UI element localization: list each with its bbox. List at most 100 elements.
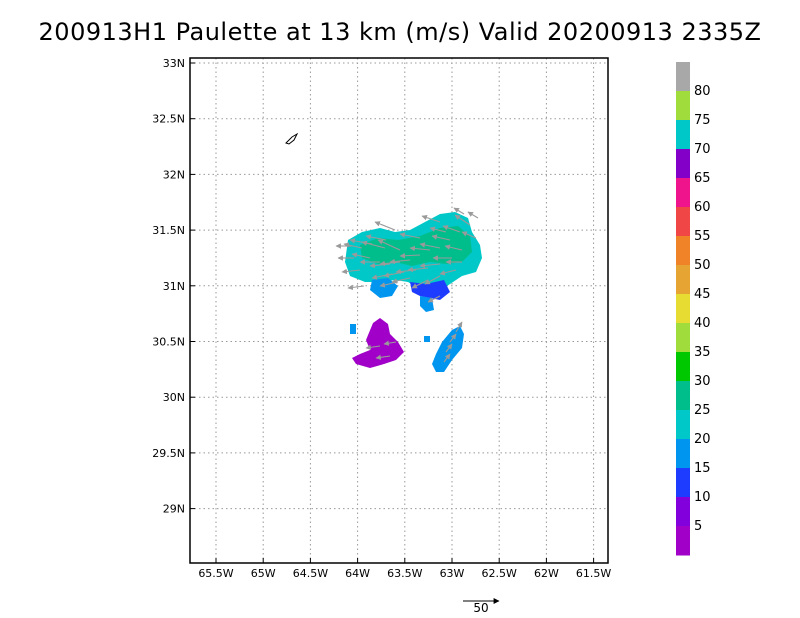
lat-tick-label: 30N [163,391,185,404]
colorbar-swatch [676,468,690,498]
lon-tick-label: 64W [345,567,370,580]
colorbar-label: 25 [694,403,711,418]
wind-vector [389,258,411,265]
colorbar-label: 45 [694,287,711,302]
map-title: 200913H1 Paulette at 13 km (m/s) Valid 2… [38,18,762,46]
wind-speed-shading [345,212,482,372]
wind-vector [455,321,463,333]
colorbar-label: 75 [694,113,711,128]
lat-tick-label: 33N [163,57,185,70]
wind-vector [427,295,441,303]
wind-vector [383,340,397,346]
reference-vector: 50 [463,598,500,615]
wind-vector [351,252,371,259]
colorbar-label: 80 [694,84,711,99]
wind-vector [421,214,441,223]
colorbar-swatch [676,323,690,353]
wind-vectors [335,207,479,363]
lon-tick-label: 65.5W [198,567,233,580]
wind-vector [377,239,401,251]
wind-vector [369,262,391,269]
wind-vector [347,284,365,291]
colorbar-label: 20 [694,432,711,447]
wind-vector [419,242,441,249]
colorbar-label: 60 [694,200,711,215]
colorbar-swatch [676,62,690,92]
colorbar-label: 35 [694,345,711,360]
colorbar-label: 5 [694,519,702,534]
colorbar-swatch [676,149,690,179]
wind-vector [431,234,451,241]
wind-vector [343,242,363,249]
lat-tick-label: 31.5N [152,224,185,237]
wind-vector [391,277,411,284]
colorbar-swatch [676,439,690,469]
lon-tick-label: 64.5W [293,567,328,580]
wind-vector [365,344,381,351]
colorbar-swatch [676,497,690,527]
wind-vector [424,275,441,285]
wind-vector [407,266,429,273]
colorbar-swatch [676,120,690,150]
colorbar-label: 55 [694,229,711,244]
colorbar-label: 30 [694,374,711,389]
wind-vector [365,234,387,241]
wind-vector [399,253,421,259]
wind-speed-region [350,324,356,334]
longitude-tick-labels: 65.5W 65W 64.5W 64W 63.5W 63W 62.5W 62W 61.5W [198,567,611,580]
wind-speed-region [420,296,434,312]
colorbar-swatch [676,236,690,266]
wind-speed-region [424,336,430,342]
wind-speed-region [370,278,398,298]
wind-vector [467,211,479,219]
lon-tick-label: 62.5W [482,567,517,580]
colorbar-swatch [676,294,690,324]
wind-speed-region [360,226,472,266]
colorbar-label: 50 [694,258,711,273]
colorbar-swatch [676,410,690,440]
reference-vector-label: 50 [473,601,488,615]
colorbar-swatch [676,91,690,121]
wind-vector [379,281,399,288]
wind-vector [461,231,477,239]
colorbar: 80 75 70 65 60 55 50 45 40 35 30 25 20 15 10 5 [676,62,711,556]
lon-tick-label: 62W [534,567,559,580]
lat-tick-label: 29N [163,503,185,516]
lat-tick-label: 32.5N [152,113,185,126]
graticule [190,58,608,563]
bermuda-island [285,132,299,145]
wind-vector [375,354,391,361]
wind-vector [379,260,401,267]
wind-vector [442,225,461,233]
wind-vector [349,238,373,245]
colorbar-label: 10 [694,490,711,505]
wind-vector [429,226,447,233]
wind-vector [449,333,457,343]
wind-vector [445,343,453,353]
wind-vector [454,214,471,226]
map-frame [189,57,609,564]
lat-tick-label: 32N [163,168,185,181]
lat-tick-label: 30.5N [152,336,185,349]
wind-vector [374,221,396,231]
colorbar-label: 40 [694,316,711,331]
wind-vector [443,353,451,363]
wind-vector [395,268,417,275]
lon-tick-label: 61.5W [576,567,611,580]
colorbar-swatch [676,381,690,411]
wind-speed-region [410,280,450,300]
latitude-tick-labels: 33N 32.5N 32N 31.5N 31N 30.5N 30N 29.5N 29N [152,57,185,516]
colorbar-swatch [676,265,690,295]
wind-vector [453,207,465,215]
wind-vector [399,232,421,239]
wind-vector [439,269,457,276]
wind-vector [411,279,429,289]
colorbar-label: 70 [694,142,711,157]
lat-tick-label: 29.5N [152,447,185,460]
lon-tick-label: 63.5W [387,567,422,580]
colorbar-swatch [676,526,690,556]
colorbar-swatch [676,207,690,237]
lon-tick-label: 63W [440,567,465,580]
wind-speed-region [352,318,404,368]
